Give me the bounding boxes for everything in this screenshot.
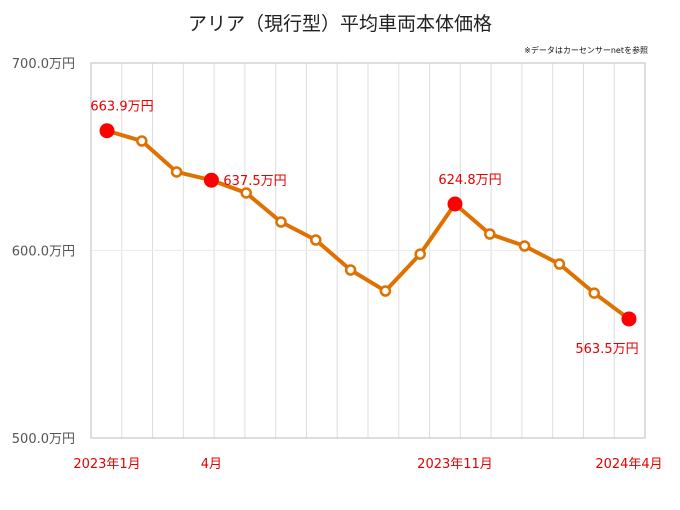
highlight-point xyxy=(621,311,637,327)
data-point xyxy=(240,187,252,199)
data-point xyxy=(170,166,183,178)
highlight-point xyxy=(203,172,219,188)
data-point xyxy=(553,258,566,270)
chart-title: アリア（現行型）平均車両本体価格 xyxy=(188,13,492,35)
labels: 663.9万円 637.5万円 624.8万円 563.5万円 xyxy=(90,100,638,357)
data-label: 663.9万円 xyxy=(90,100,153,115)
axes: 700.0万円 600.0万円 500.0万円 2023年1月 4月 2023年11月 20… xyxy=(12,57,663,472)
x-tick-label: 2024年4月 xyxy=(595,457,662,472)
grid xyxy=(91,63,645,438)
data-point xyxy=(588,287,600,299)
highlight-point xyxy=(447,196,463,212)
data-point xyxy=(484,228,496,240)
highlight-point xyxy=(99,123,115,139)
x-tick-label: 2023年11月 xyxy=(417,457,493,472)
data-point xyxy=(379,285,392,297)
data-point xyxy=(518,240,531,252)
data-label: 563.5万円 xyxy=(575,342,638,357)
plot-border xyxy=(90,62,646,439)
data-point xyxy=(136,135,148,147)
data-point xyxy=(310,234,322,246)
x-tick-label: 4月 xyxy=(201,457,222,472)
data-label: 624.8万円 xyxy=(438,173,501,188)
data-point xyxy=(414,248,426,260)
series xyxy=(99,123,637,327)
y-tick-label: 500.0万円 xyxy=(12,432,75,447)
data-point xyxy=(344,264,357,276)
y-tick-label: 600.0万円 xyxy=(12,245,75,260)
y-tick-label: 700.0万円 xyxy=(12,57,75,72)
data-point xyxy=(275,216,287,228)
source-note: ※データはカーセンサーnetを参照 xyxy=(524,45,648,55)
x-tick-label: 2023年1月 xyxy=(73,457,140,472)
data-label: 637.5万円 xyxy=(223,174,286,189)
series-line xyxy=(106,128,631,321)
